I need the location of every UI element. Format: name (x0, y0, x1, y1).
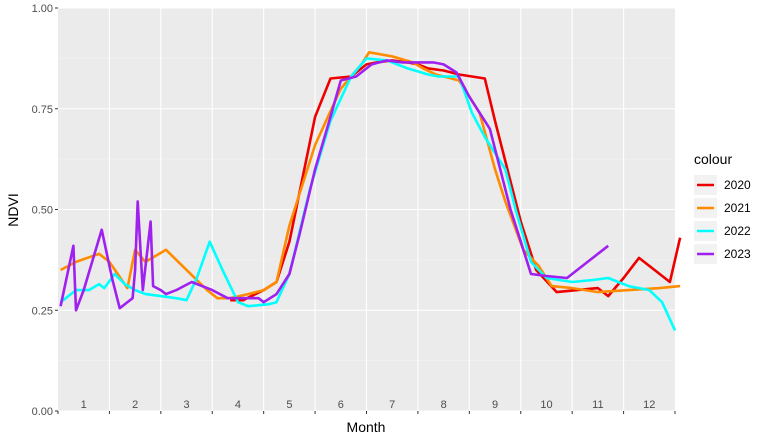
legend-label-2020: 2020 (724, 178, 751, 192)
y-axis-title: NDVI (5, 193, 21, 226)
legend-label-2022: 2022 (724, 224, 751, 238)
x-tick-label: 6 (338, 399, 344, 411)
x-tick-label: 2 (132, 399, 138, 411)
x-tick-label: 7 (389, 399, 395, 411)
gridlines (58, 7, 675, 412)
y-axis: 0.00 0.25 0.50 0.75 1.00 (32, 3, 58, 418)
series-line-2023 (59, 59, 610, 312)
y-tick-label: 0.50 (32, 205, 53, 217)
y-tick-label: 0.00 (32, 406, 53, 418)
y-tick-label: 0.25 (32, 305, 53, 317)
y-tick-label: 0.75 (32, 104, 53, 116)
series-lines (59, 51, 682, 331)
x-tick-label: 11 (592, 399, 603, 411)
y-tick-label: 1.00 (32, 3, 53, 15)
legend-label-2021: 2021 (724, 201, 751, 215)
x-tick-label: 4 (235, 399, 241, 411)
x-axis: 1 2 3 4 5 6 7 8 9 10 11 12 (57, 399, 676, 414)
legend-label-2023: 2023 (724, 247, 751, 261)
x-tick-label: 5 (286, 399, 292, 411)
x-tick-label: 1 (81, 399, 87, 411)
x-axis-title: Month (347, 419, 386, 435)
x-tick-label: 12 (643, 399, 655, 411)
legend: colour 2020 2021 2022 2023 (694, 151, 751, 264)
x-tick-label: 8 (441, 399, 447, 411)
x-tick-label: 3 (183, 399, 189, 411)
legend-title: colour (694, 151, 732, 167)
x-tick-label: 10 (540, 399, 552, 411)
x-tick-label: 9 (492, 399, 498, 411)
